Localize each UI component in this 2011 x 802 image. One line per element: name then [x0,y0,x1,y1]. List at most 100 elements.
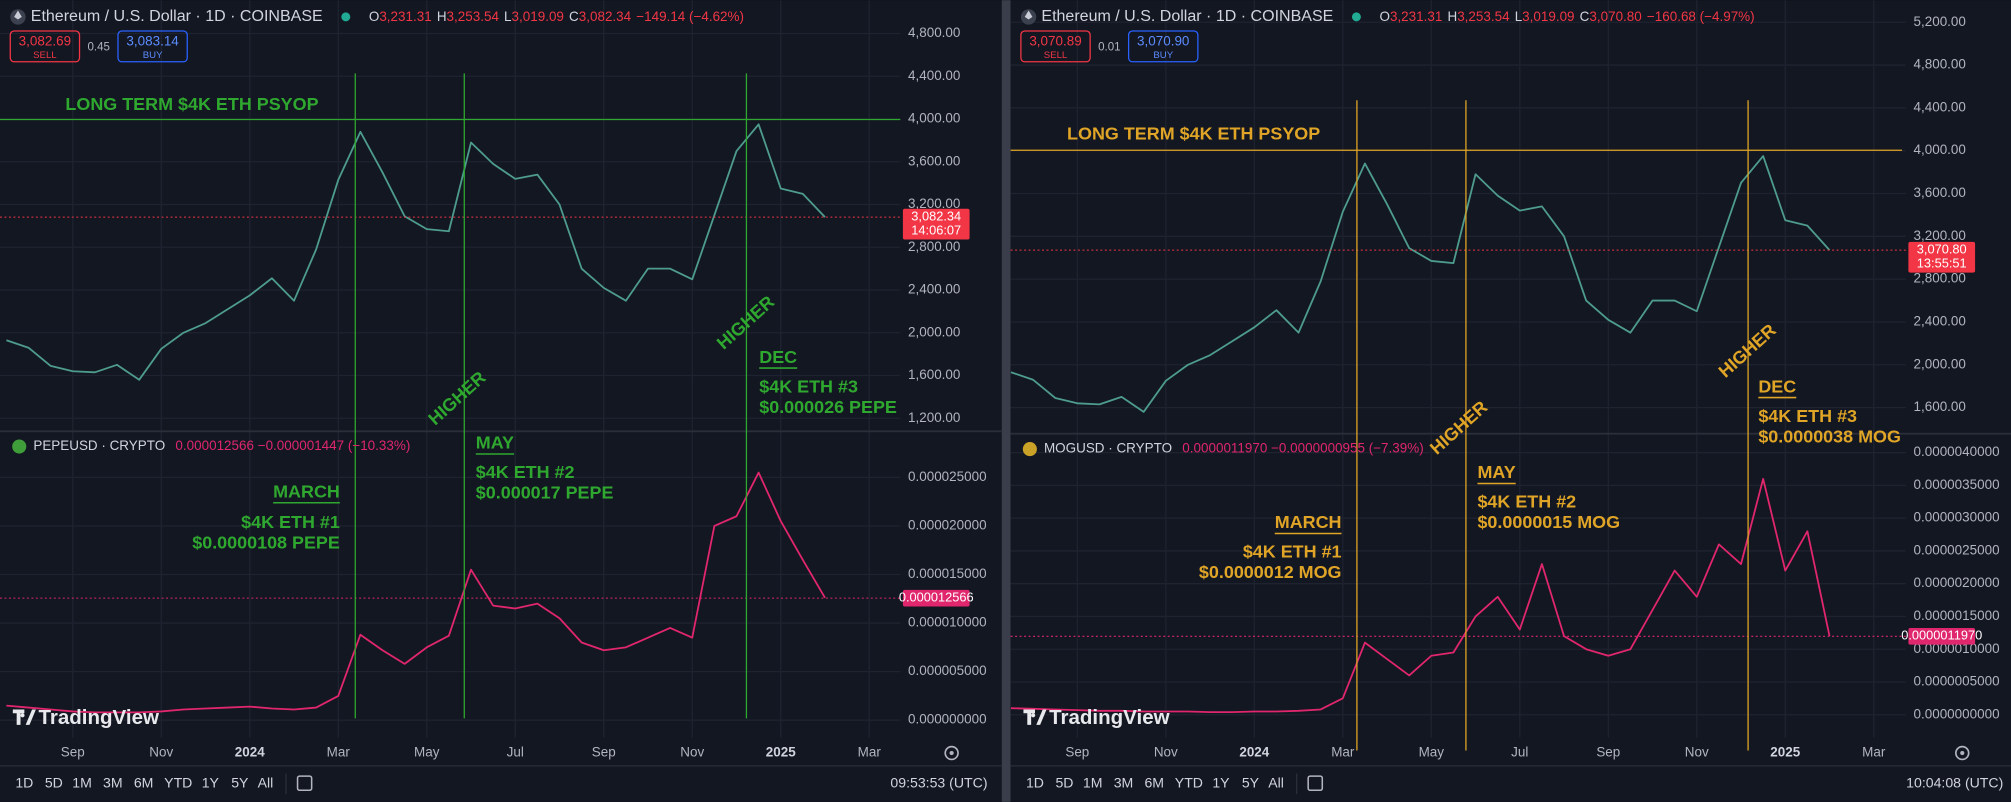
settings-icon-core[interactable] [1960,751,1965,756]
x-tick-label: Nov [680,745,704,760]
series-line [6,471,826,714]
range-button[interactable]: 5Y [1242,775,1260,791]
ohlc-value: 3,082.34 [579,8,632,23]
ohlc-key: C [1580,8,1590,23]
logo-text: TradingView [38,706,159,729]
annotation: $4K ETH #3 [1758,406,1857,426]
range-button[interactable]: 1D [15,775,33,791]
countdown: 14:06:07 [911,223,961,238]
range-button[interactable]: 1D [1026,775,1044,791]
range-button[interactable]: 5Y [231,775,249,791]
x-tick-label: Mar [327,745,351,760]
y-tick-label: 4,400.00 [1914,99,1966,114]
range-button[interactable]: YTD [164,775,192,791]
price-label-box [902,589,970,607]
range-button[interactable]: 1M [72,775,92,791]
range-button[interactable]: 1M [1083,775,1103,791]
ohlc-key: H [437,8,447,23]
price-label-box [1908,241,1976,273]
x-tick-label: 2024 [1239,745,1269,760]
sell-label[interactable]: SELL [1044,50,1068,61]
sell-button[interactable] [1020,30,1091,63]
annotation: LONG TERM $4K ETH PSYOP [65,94,318,114]
y-tick-label: 1,200.00 [908,410,960,425]
symbol-icon-glyph [1024,10,1033,20]
settings-icon[interactable] [1955,745,1970,761]
ohlc: O3,231.31 H3,253.54 L3,019.09 C3,070.80 −160… [1380,8,1755,23]
ohlc-value: 3,231.31 [379,8,431,23]
y2-tick-label: 0.000000000 [908,712,987,727]
range-button[interactable]: 5D [45,775,63,791]
annotation: MARCH [1275,512,1342,532]
range-button[interactable]: YTD [1175,775,1203,791]
date-range-icon[interactable] [1307,775,1324,792]
y2-tick-label: 0.000005000 [908,663,987,678]
ohlc-value: 3,070.80 [1589,8,1641,23]
y-tick-label: 4,000.00 [908,111,960,126]
y-tick-label: 2,800.00 [1914,271,1966,286]
x-tick-label: Sep [1596,745,1620,760]
annotation: $0.0000012 MOG [1199,562,1342,582]
x-tick-label: Sep [61,745,85,760]
y2-tick-label: 0.0000035000 [1914,477,2000,492]
annotation: MAY [1477,462,1515,482]
buy-button[interactable] [1127,30,1199,63]
ohlc-value: 3,231.31 [1390,8,1442,23]
range-button[interactable]: 6M [1144,775,1164,791]
settings-icon-core[interactable] [949,751,954,756]
spread: 0.45 [88,42,110,54]
x-tick-label: 2024 [235,745,265,760]
ohlc: O3,231.31 H3,253.54 L3,019.09 C3,082.34 −149… [369,8,744,23]
change: −160.68 (−4.97%) [1647,8,1755,23]
symbol-icon-glyph [14,10,22,20]
annotation: LONG TERM $4K ETH PSYOP [1067,124,1320,144]
y-tick-label: 4,000.00 [1914,142,1966,157]
change: −149.14 (−4.62%) [636,8,744,23]
x-tick-label: Sep [1065,745,1089,760]
ohlc-key: C [569,8,579,23]
sell-button[interactable] [9,30,81,63]
buy-button[interactable] [117,30,188,63]
sell-price[interactable]: 3,070.89 [1029,33,1081,48]
buy-label[interactable]: BUY [1153,50,1173,61]
x-tick-label: Jul [1511,745,1528,760]
y-tick-label: 1,600.00 [908,367,960,382]
clock: 10:04:08 (UTC) [1906,775,2003,791]
x-tick-label: 2025 [1770,745,1800,760]
y2-tick-label: 0.0000015000 [1914,608,2000,623]
y-tick-label: 2,800.00 [908,239,960,254]
ohlc-value: 3,019.09 [1522,8,1574,23]
annotation: $4K ETH #1 [1243,542,1342,562]
annotation: $0.0000108 PEPE [192,533,340,553]
y2-tick-label: 0.0000030000 [1914,510,2000,525]
logo-text: TradingView [1049,706,1170,729]
buy-price[interactable]: 3,083.14 [126,33,179,48]
range-button[interactable]: 1Y [202,775,220,791]
y-tick-label: 4,800.00 [908,25,960,40]
logo-mark [1023,709,1047,725]
buy-price[interactable]: 3,070.90 [1137,33,1189,48]
y-tick-label: 3,200.00 [1914,228,1966,243]
date-range-icon[interactable] [296,775,313,792]
market-status-dot [1351,12,1361,22]
symbol-title: Ethereum / U.S. Dollar · 1D · COINBASE [31,7,323,25]
range-button[interactable]: 3M [103,775,123,791]
sell-price[interactable]: 3,082.69 [19,33,71,48]
range-button[interactable]: 5D [1055,775,1073,791]
series-line [1010,155,1831,413]
price-label: 3,070.80 [1917,242,1967,257]
buy-label[interactable]: BUY [143,50,163,61]
x-tick-label: Mar [858,745,882,760]
range-button[interactable]: All [258,775,274,791]
price-label: 0.000012566 [899,590,974,605]
range-button[interactable]: 6M [134,775,154,791]
y-tick-label: 3,600.00 [908,153,960,168]
annotation: $4K ETH #2 [476,462,575,482]
panel-background [0,0,1002,802]
sell-label[interactable]: SELL [33,50,57,61]
settings-icon[interactable] [944,745,959,761]
range-button[interactable]: 3M [1114,775,1134,791]
y2-tick-label: 0.0000005000 [1914,674,2000,689]
range-button[interactable]: All [1268,775,1284,791]
range-button[interactable]: 1Y [1212,775,1230,791]
